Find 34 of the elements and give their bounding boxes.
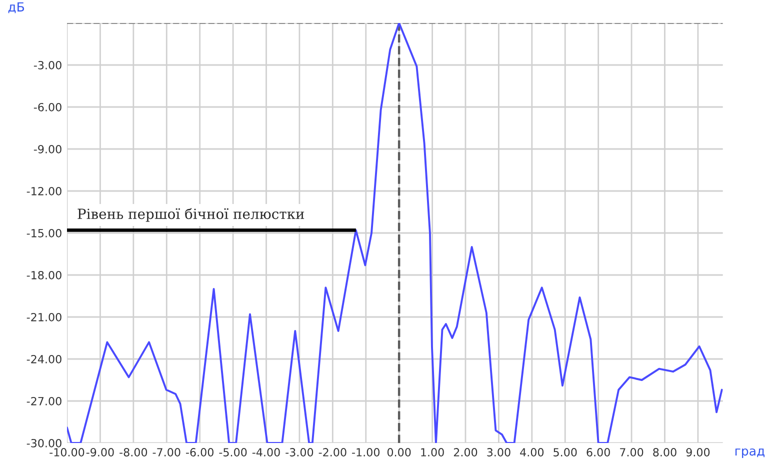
y-tick-label: -12.00 bbox=[26, 186, 62, 196]
y-axis-title: дБ bbox=[8, 2, 24, 14]
x-tick-label: 5.00 bbox=[554, 448, 577, 456]
x-tick-label: -4.00 bbox=[252, 448, 280, 456]
x-tick-label: 4.00 bbox=[520, 448, 544, 456]
x-tick-label: 3.00 bbox=[487, 448, 510, 456]
y-tick-label: -30.00 bbox=[26, 438, 62, 448]
y-tick-label: -15.00 bbox=[26, 228, 62, 238]
y-tick-label: -18.00 bbox=[26, 270, 62, 280]
x-tick-label: 2.00 bbox=[454, 448, 478, 456]
x-tick-label: -10.00 bbox=[50, 448, 84, 456]
y-tick-label: -24.00 bbox=[26, 354, 62, 364]
x-tick-label: -5.00 bbox=[219, 448, 247, 456]
x-tick-label: 7.00 bbox=[620, 448, 644, 456]
x-tick-label: -1.00 bbox=[352, 448, 380, 456]
x-tick-label: 1.00 bbox=[421, 448, 444, 456]
x-tick-label: 9.00 bbox=[686, 448, 710, 456]
y-tick-label: -27.00 bbox=[26, 396, 62, 406]
y-tick-label: -21.00 bbox=[26, 312, 62, 322]
x-tick-label: -9.00 bbox=[86, 448, 114, 456]
x-tick-label: -2.00 bbox=[318, 448, 346, 456]
x-tick-label: 6.00 bbox=[586, 448, 610, 456]
x-tick-label: -7.00 bbox=[152, 448, 180, 456]
x-tick-label: 8.00 bbox=[653, 448, 676, 456]
y-tick-label: -3.00 bbox=[34, 60, 62, 70]
x-tick-label: -3.00 bbox=[286, 448, 314, 456]
x-axis-title: град bbox=[735, 448, 764, 458]
x-tick-label: -8.00 bbox=[120, 448, 148, 456]
y-tick-label: -6.00 bbox=[34, 102, 62, 112]
annotation: Рівень першої бічної пелюстки bbox=[78, 208, 304, 222]
x-tick-label: 0.00 bbox=[387, 448, 411, 456]
y-tick-label: -9.00 bbox=[34, 144, 62, 154]
x-tick-label: -6.00 bbox=[186, 448, 214, 456]
line-series bbox=[67, 23, 723, 443]
